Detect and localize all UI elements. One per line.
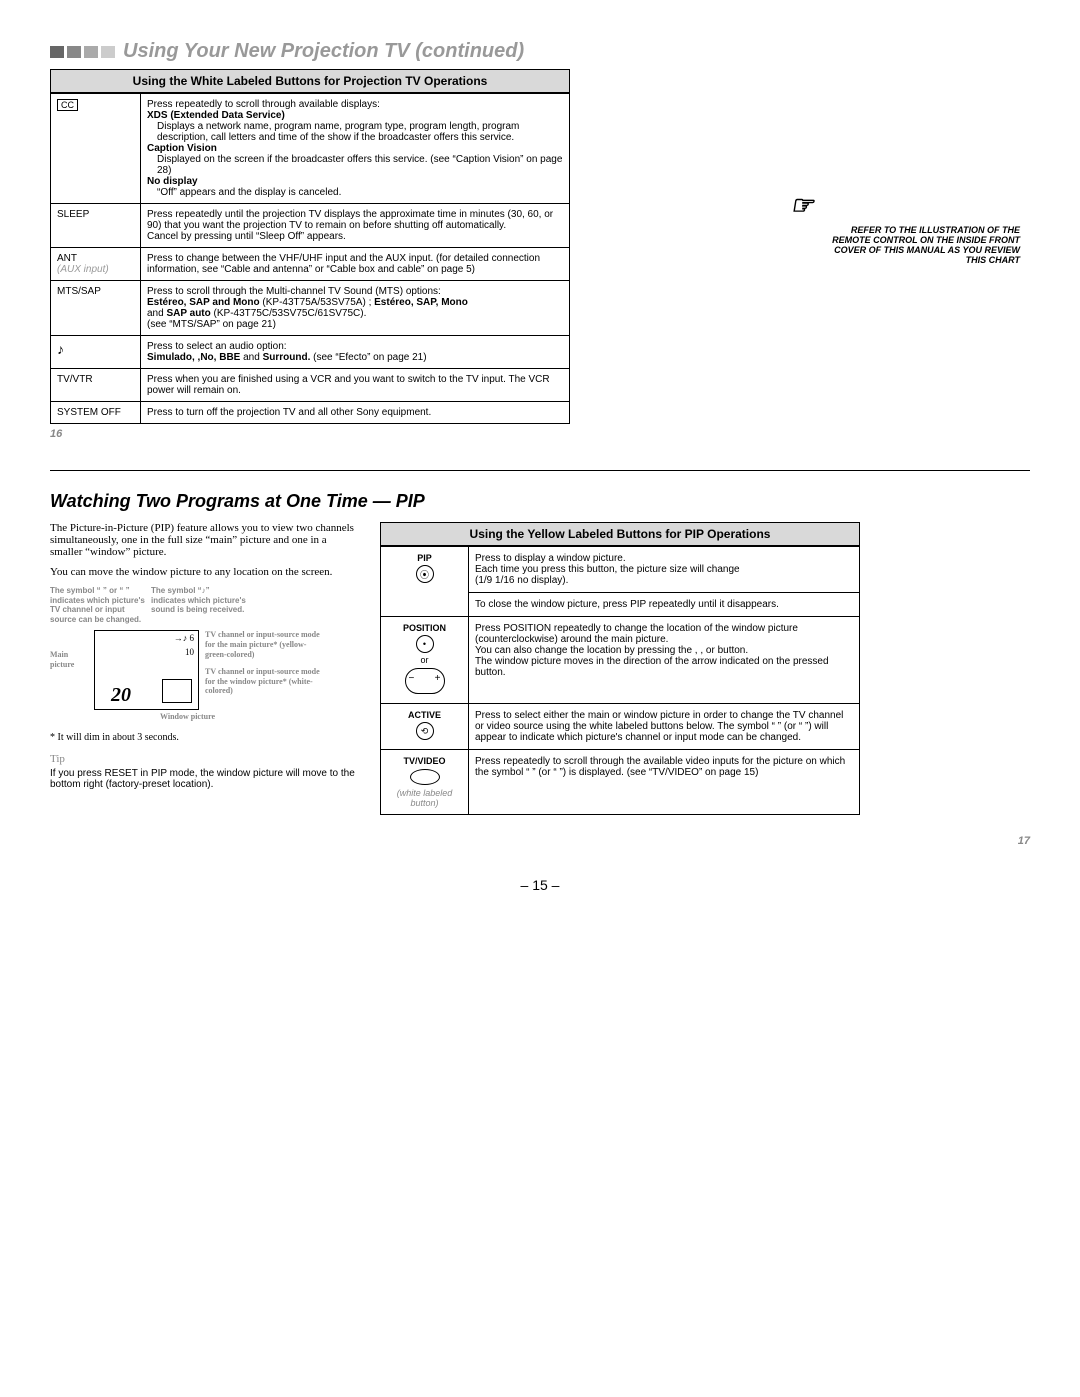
sysoff-body: Press to turn off the projection TV and … bbox=[141, 402, 570, 424]
ant-sub: (AUX input) bbox=[57, 264, 109, 275]
pip-left-column: The Picture-in-Picture (PIP) feature all… bbox=[50, 522, 360, 815]
no-head: No display bbox=[147, 176, 198, 187]
decor-blocks bbox=[50, 46, 115, 58]
dim-note: * It will dim in about 3 seconds. bbox=[50, 732, 360, 743]
pip-diagram: →♪ 6 10 20 bbox=[94, 630, 199, 710]
ant-body: Press to change between the VHF/UHF inpu… bbox=[141, 248, 570, 281]
legend-main-ch: TV channel or input-source mode for the … bbox=[205, 630, 325, 659]
section-title-text: Using Your New Projection TV (continued) bbox=[123, 40, 524, 63]
pip-intro-2: You can move the window picture to any l… bbox=[50, 566, 360, 578]
divider bbox=[50, 470, 1030, 471]
pip-button-icon: ⦿ bbox=[416, 565, 434, 583]
tvvtr-label: TV/VTR bbox=[51, 369, 141, 402]
tvvideo-icon bbox=[410, 769, 440, 785]
active-icon: ⟲ bbox=[416, 722, 434, 740]
cap-head: Caption Vision bbox=[147, 143, 217, 154]
no-body: “Off” appears and the display is cancele… bbox=[147, 187, 563, 198]
white-label-note: (white labeled button) bbox=[397, 788, 453, 808]
sysoff-label: SYSTEM OFF bbox=[51, 402, 141, 424]
section-header: Using Your New Projection TV (continued) bbox=[50, 40, 1030, 63]
tvvideo-btn-label: TV/VIDEO bbox=[387, 756, 462, 766]
big-20: 20 bbox=[111, 684, 131, 707]
page-16-marker: 16 bbox=[50, 428, 1030, 440]
pip-right-column: Using the Yellow Labeled Buttons for PIP… bbox=[380, 522, 860, 815]
legend-1: The symbol “ ” or “ ” indicates which pi… bbox=[50, 586, 145, 624]
cc-icon: CC bbox=[57, 99, 78, 111]
page-17-marker: 17 bbox=[50, 835, 1030, 847]
legend-2: The symbol “♪” indicates which picture's… bbox=[151, 586, 246, 615]
yellow-table-header: Using the Yellow Labeled Buttons for PIP… bbox=[380, 522, 860, 546]
sleep-body: Press repeatedly until the projection TV… bbox=[141, 204, 570, 248]
tip-body: If you press RESET in PIP mode, the wind… bbox=[50, 768, 360, 790]
page-number: – 15 – bbox=[50, 877, 1030, 893]
active-btn-label: ACTIVE bbox=[387, 710, 462, 720]
window-pic-box bbox=[162, 679, 192, 703]
position-btn-label: POSITION bbox=[387, 623, 462, 633]
window-pic-label: Window picture bbox=[160, 712, 360, 722]
pip-table: PIP ⦿ Press to display a window picture.… bbox=[380, 546, 860, 815]
tvvtr-body: Press when you are finished using a VCR … bbox=[141, 369, 570, 402]
xds-head: XDS (Extended Data Service) bbox=[147, 110, 285, 121]
main-pic-label: Main picture bbox=[50, 630, 88, 669]
cap-body: Displayed on the screen if the broadcast… bbox=[147, 154, 563, 176]
white-buttons-table: CC Press repeatedly to scroll through av… bbox=[50, 93, 570, 424]
tip-header: Tip bbox=[50, 753, 360, 765]
pip-intro-1: The Picture-in-Picture (PIP) feature all… bbox=[50, 522, 360, 558]
audio-icon: ♪ bbox=[57, 341, 64, 357]
cc-lead: Press repeatedly to scroll through avail… bbox=[147, 99, 380, 110]
side-note: ☞ REFER TO THE ILLUSTRATION OF THE REMOT… bbox=[820, 190, 1020, 265]
mts-label: MTS/SAP bbox=[51, 281, 141, 336]
sleep-label: SLEEP bbox=[51, 204, 141, 248]
xds-body: Displays a network name, program name, p… bbox=[147, 121, 563, 143]
hand-icon: ☞ bbox=[790, 190, 1020, 221]
dpad-icon: − + bbox=[405, 668, 445, 694]
position-icon: • bbox=[416, 635, 434, 653]
ant-label: ANT bbox=[57, 253, 77, 264]
top-table-header: Using the White Labeled Buttons for Proj… bbox=[50, 69, 570, 93]
mts-tail: (see “MTS/SAP” on page 21) bbox=[147, 319, 276, 330]
pip-section-title: Watching Two Programs at One Time — PIP bbox=[50, 491, 1030, 512]
pip-btn-label: PIP bbox=[387, 553, 462, 563]
mts-lead: Press to scroll through the Multi-channe… bbox=[147, 286, 441, 297]
legend-win-ch: TV channel or input-source mode for the … bbox=[205, 667, 325, 696]
